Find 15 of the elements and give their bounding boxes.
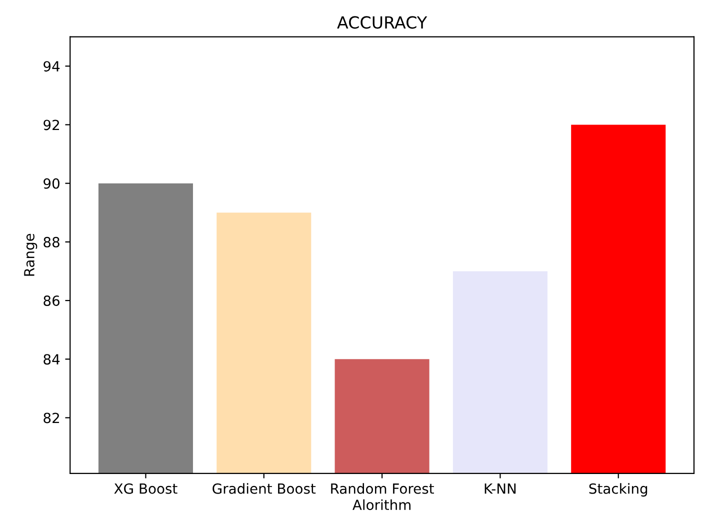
y-axis-title: Range — [24, 234, 38, 276]
y-tick-label: 84 — [44, 354, 60, 365]
x-tick-label: Random Forest — [331, 483, 434, 494]
chart-title: ACCURACY — [337, 16, 428, 29]
x-tick-label: XG Boost — [114, 483, 178, 494]
x-tick-label: Gradient Boost — [212, 483, 316, 494]
x-tick-label: K-NN — [484, 484, 516, 494]
x-tick-label: Stacking — [589, 483, 648, 497]
y-tick-label: 82 — [44, 412, 59, 424]
y-tick-label: 90 — [44, 178, 60, 189]
y-tick-label: 86 — [44, 295, 60, 306]
y-tick-label: 92 — [44, 120, 59, 130]
y-tick-label: 94 — [44, 61, 60, 72]
y-tick-label: 88 — [44, 236, 60, 248]
x-axis-title: Alorithm — [352, 499, 410, 510]
